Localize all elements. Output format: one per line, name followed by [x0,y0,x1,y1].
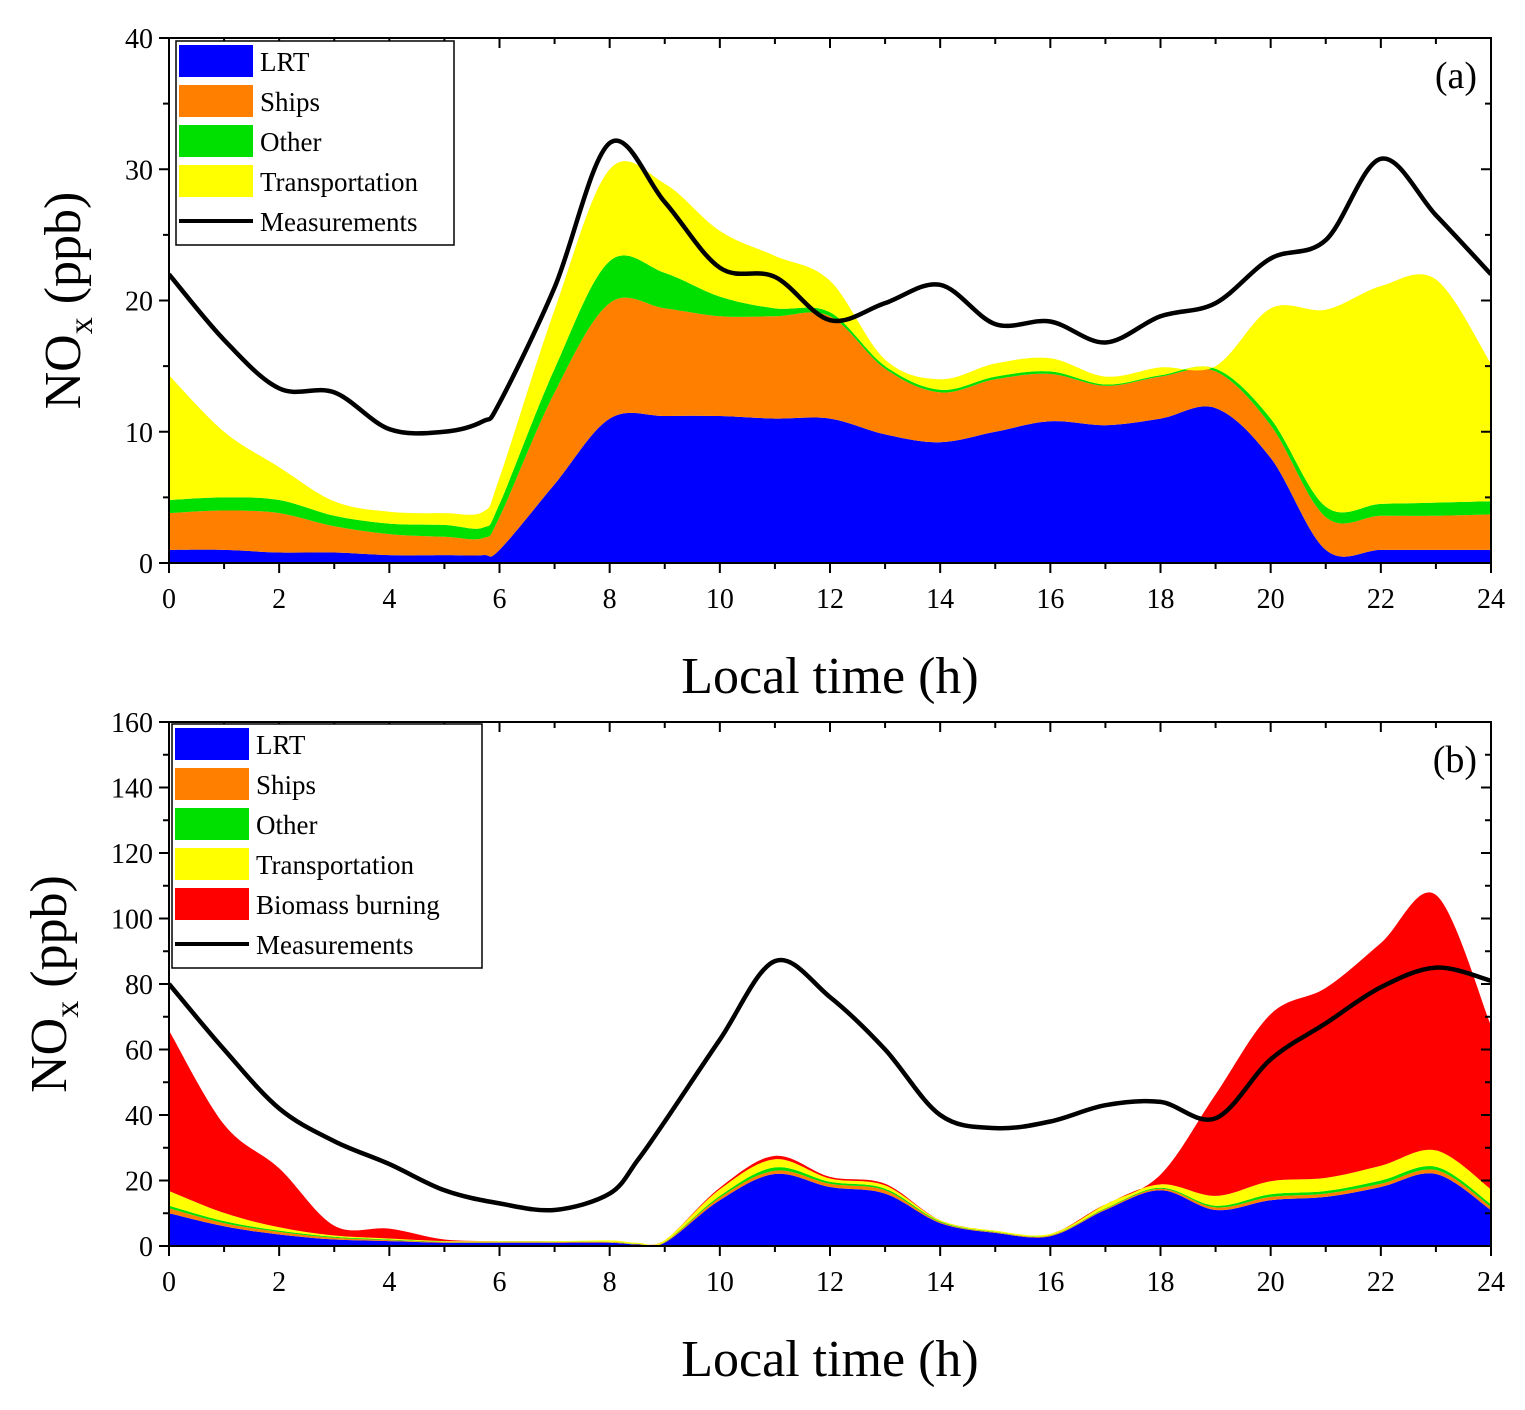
legend-label-ships: Ships [256,770,316,800]
measurements-line [169,138,1491,436]
y-tick-label: 100 [111,905,153,936]
y-tick-label: 80 [125,970,153,1001]
legend-swatch-biomass-burning [175,888,249,920]
x-tick-label: 14 [926,584,954,615]
x-tick-label: 20 [1257,584,1285,615]
y-tick-label: 40 [125,1101,153,1132]
x-tick-label: 22 [1367,584,1395,615]
x-tick-label: 18 [1147,584,1175,615]
x-tick-label: 22 [1367,1267,1395,1298]
x-tick-label: 14 [926,1267,954,1298]
legend-swatch-transportation [175,848,249,880]
y-axis-title-subscript: x [49,1001,86,1018]
x-tick-label: 24 [1477,1267,1505,1298]
x-tick-label: 20 [1257,1267,1285,1298]
x-tick-label: 2 [272,584,286,615]
legend: LRT Ships Other Transportation Measurements [175,40,455,246]
y-tick-label: 160 [111,708,153,739]
area-other [169,1166,1491,1246]
y-tick-label: 60 [125,1036,153,1067]
legend-swatch-lrt [179,45,253,77]
x-tick-label: 10 [706,584,734,615]
area-ships [169,1169,1491,1246]
x-tick-label: 6 [493,584,507,615]
x-axis-title: Local time (h) [681,648,978,705]
area-transportation [169,1149,1491,1246]
x-axis-title: Local time (h) [681,1331,978,1388]
legend-label-lrt: LRT [256,730,306,760]
plot-area [169,138,1491,563]
panel-label: (b) [1433,739,1477,781]
area-biomass-burning [169,892,1491,1245]
x-tick-label: 6 [493,1267,507,1298]
y-tick-label: 10 [125,418,153,449]
legend-swatch-other [179,125,253,157]
x-tick-label: 24 [1477,584,1505,615]
y-axis-title: NOx (ppb) [35,192,100,410]
legend-label-measurements: Measurements [260,207,417,237]
area-ships [169,297,1491,557]
y-tick-label: 120 [111,839,153,870]
x-tick-label: 0 [162,584,176,615]
plot-area [169,892,1491,1246]
y-axis-title-main: NO [35,334,92,409]
area-transportation [169,161,1491,529]
y-tick-label: 0 [139,549,153,580]
legend-label-lrt: LRT [260,47,310,77]
legend-swatch-ships [179,85,253,117]
panel-b: 0 2 4 6 8 10 12 14 16 18 20 22 240204060801001201401… [21,708,1505,1388]
y-tick-label: 20 [125,287,153,318]
x-tick-label: 10 [706,1267,734,1298]
legend-box [171,723,483,969]
x-tick-label: 12 [816,584,844,615]
x-tick-label: 16 [1036,584,1064,615]
y-tick-label: 40 [125,24,153,55]
y-axis-title-main: NO [21,1018,78,1093]
x-tick-label: 4 [382,1267,396,1298]
legend-swatch-lrt [175,728,249,760]
legend-label-transportation: Transportation [260,167,419,197]
legend-label-transportation: Transportation [256,850,415,880]
x-tick-label: 16 [1036,1267,1064,1298]
x-tick-label: 0 [162,1267,176,1298]
y-tick-label: 30 [125,155,153,186]
y-axis-title: NOx (ppb) [21,875,86,1093]
legend-swatch-transportation [179,165,253,197]
x-tick-label: 4 [382,584,396,615]
legend-label-other: Other [256,810,317,840]
x-tick-label: 8 [603,1267,617,1298]
area-lrt [169,1173,1491,1246]
area-other [169,255,1491,540]
y-axis-title-unit: (ppb) [21,875,78,1001]
legend: LRT Ships Other Transportation Biomass burni… [171,723,483,969]
x-tick-label: 18 [1147,1267,1175,1298]
legend-label-measurements: Measurements [256,930,413,960]
legend-swatch-ships [175,768,249,800]
area-lrt [169,406,1491,563]
y-tick-label: 20 [125,1167,153,1198]
y-tick-label: 140 [111,774,153,805]
x-tick-label: 12 [816,1267,844,1298]
x-tick-label: 2 [272,1267,286,1298]
measurements-line [169,957,1491,1213]
panel-label: (a) [1435,55,1477,97]
legend-label-ships: Ships [260,87,320,117]
y-axis-title-unit: (ppb) [35,192,92,318]
legend-swatch-other [175,808,249,840]
y-tick-label: 0 [139,1232,153,1263]
legend-label-other: Other [260,127,321,157]
legend-label-biomass-burning: Biomass burning [256,890,440,920]
y-axis-title-subscript: x [63,317,100,334]
x-tick-label: 8 [603,584,617,615]
